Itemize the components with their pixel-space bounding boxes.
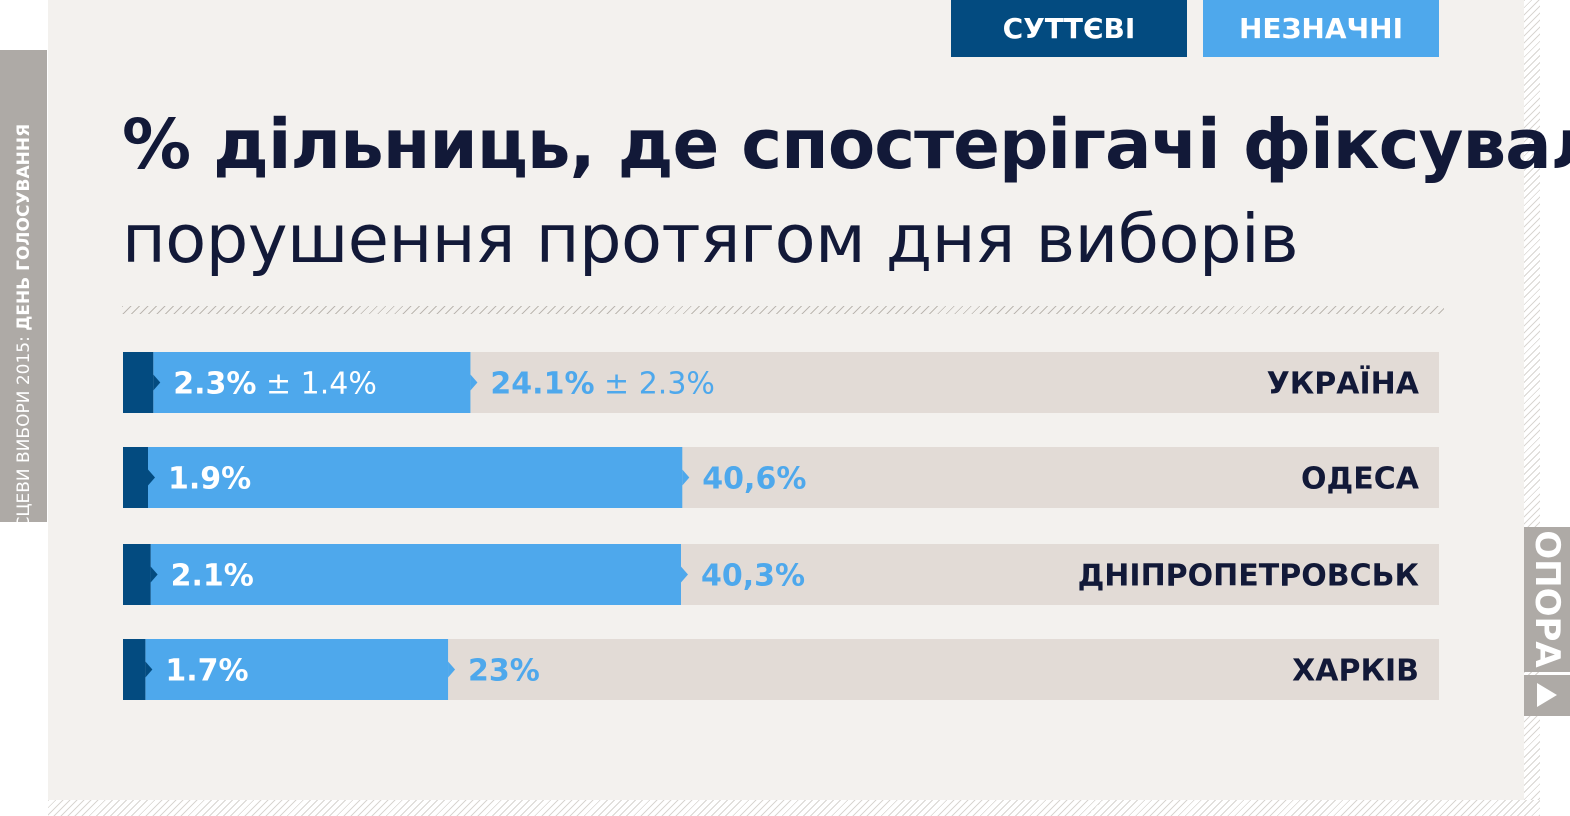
- play-button[interactable]: [1524, 675, 1570, 716]
- bar-significant: [123, 352, 154, 413]
- chart-title-line2: порушення протягом дня виборів: [122, 200, 1299, 278]
- category-label: ОДЕСА: [1301, 462, 1420, 497]
- category-label: УКРАЇНА: [1267, 366, 1420, 402]
- bar-minor: [148, 447, 683, 508]
- bar-significant: [123, 639, 146, 700]
- bar-significant-pointer: [150, 566, 158, 583]
- bar-minor-pointer: [680, 566, 688, 583]
- chart-title-line1: % дільниць, де спостерігачі фіксували: [122, 105, 1570, 185]
- brand-logo: ОПОРА: [1527, 530, 1567, 668]
- side-tab: МІСЦЕВИ ВИБОРИ 2015: ДЕНЬ ГОЛОСУВАННЯ: [0, 50, 47, 548]
- bar-significant-pointer: [153, 374, 161, 391]
- label-minor: 23%: [468, 654, 540, 689]
- legend-minor: НЕЗНАЧНІ: [1203, 0, 1439, 57]
- hatch-border-bottom: [48, 800, 1540, 816]
- bar-minor: [145, 639, 449, 700]
- bar-significant-pointer: [145, 661, 153, 678]
- bar-significant-pointer: [148, 469, 156, 486]
- bar-significant: [123, 544, 151, 605]
- bar-minor: [153, 352, 471, 413]
- brand-tab: ОПОРА: [1524, 527, 1570, 672]
- bar-minor: [150, 544, 681, 605]
- label-significant: 2.1%: [171, 559, 254, 594]
- label-significant: 1.7%: [165, 654, 248, 689]
- label-minor: 40,6%: [702, 462, 806, 497]
- label-significant: 2.3% ± 1.4%: [173, 367, 377, 402]
- category-label: ХАРКІВ: [1292, 654, 1419, 689]
- title-divider: [122, 306, 1444, 314]
- bar-minor-pointer: [682, 469, 690, 486]
- legend-significant: СУТТЄВІ: [951, 0, 1187, 57]
- bar-minor-pointer: [448, 661, 456, 678]
- label-significant: 1.9%: [168, 462, 251, 497]
- bar-significant: [123, 447, 149, 508]
- label-minor: 40,3%: [701, 559, 805, 594]
- bar-minor-pointer: [470, 374, 478, 391]
- label-minor: 24.1% ± 2.3%: [490, 367, 715, 402]
- play-icon: [1537, 683, 1557, 707]
- category-label: ДНІПРОПЕТРОВСЬК: [1078, 559, 1420, 594]
